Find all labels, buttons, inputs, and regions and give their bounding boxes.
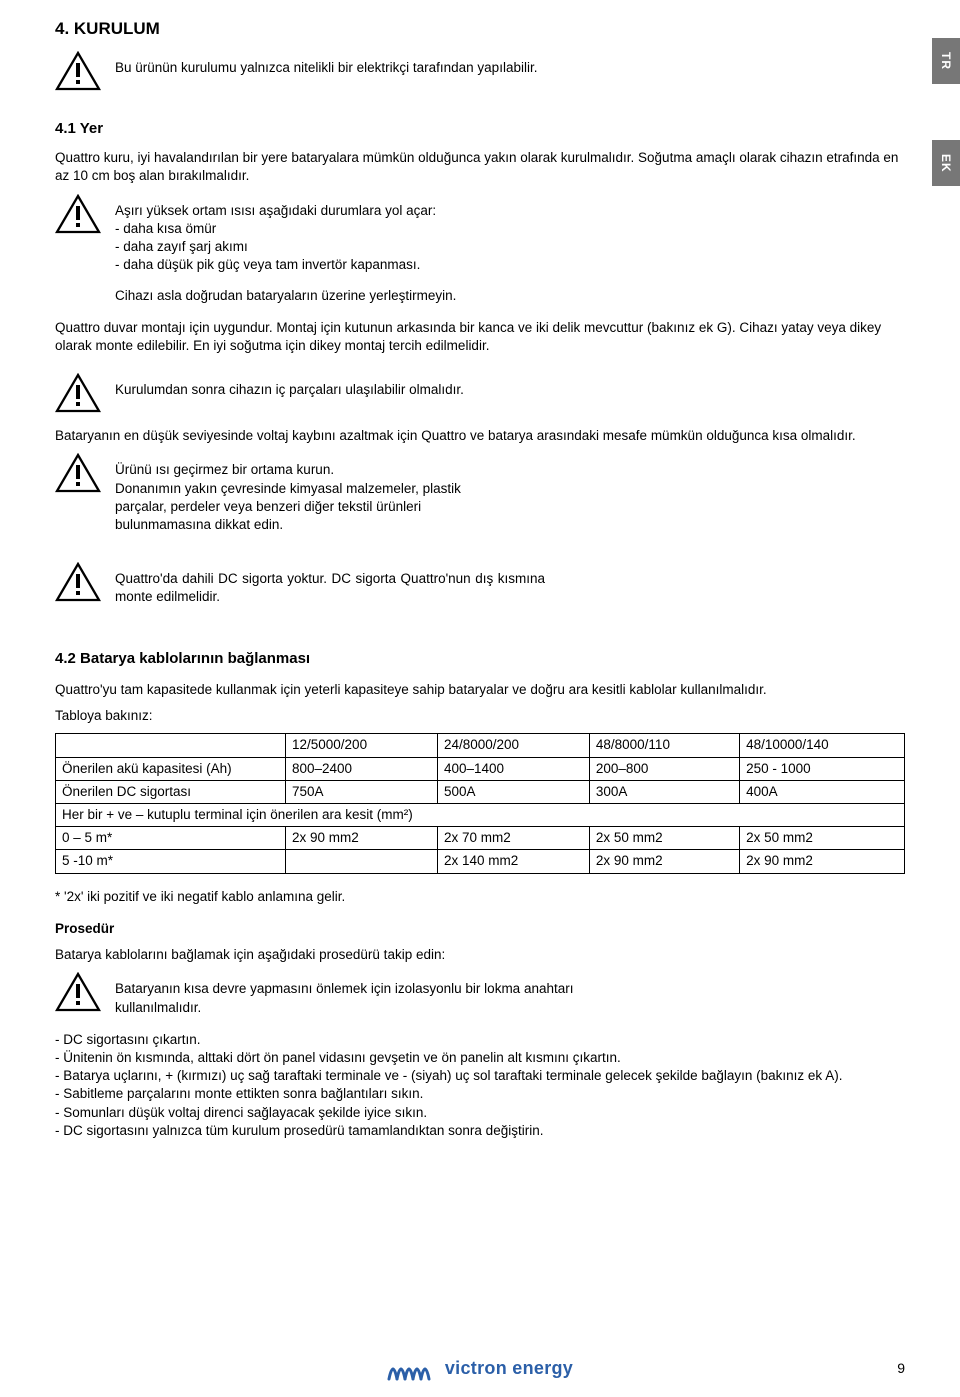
cell-span-label: Her bir + ve – kutuplu terminal için öne… — [56, 804, 905, 827]
install-warning-text: Bu ürünün kurulumu yalnızca nitelikli bi… — [115, 51, 905, 77]
access-warning-text: Kurulumdan sonra cihazın iç parçaları ul… — [115, 373, 905, 399]
side-tab-ek: EK — [932, 140, 960, 186]
warning-icon — [55, 562, 101, 602]
env-warning-block: Ürünü ısı geçirmez bir ortama kurun. Don… — [115, 453, 515, 534]
table-row: Önerilen akü kapasitesi (Ah) 800–2400 40… — [56, 757, 905, 780]
p-4-1-intro: Quattro kuru, iyi havalandırılan bir yer… — [55, 149, 905, 185]
step: - DC sigortasını çıkartın. — [55, 1031, 905, 1049]
procedure-intro: Batarya kablolarını bağlamak için aşağıd… — [55, 946, 905, 964]
warning-icon — [55, 972, 101, 1012]
brand-name: victron energy — [445, 1356, 573, 1380]
logo-icon — [387, 1353, 435, 1383]
step: - Sabitleme parçalarını monte ettikten s… — [55, 1085, 905, 1103]
step: - Somunları düşük voltaj direnci sağlaya… — [55, 1104, 905, 1122]
p-wall-mount: Quattro duvar montajı için uygundur. Mon… — [55, 319, 905, 355]
side-tab-tr: TR — [932, 38, 960, 84]
warning-icon — [55, 453, 101, 493]
heat-l3: - daha düşük pik güç veya tam invertör k… — [115, 256, 905, 274]
cell: 200–800 — [589, 757, 739, 780]
env-l2: Donanımın yakın çevresinde kimyasal malz… — [115, 480, 515, 535]
procedure-steps: - DC sigortasını çıkartın. - Ünitenin ön… — [55, 1031, 905, 1140]
cell: 2x 90 mm2 — [589, 850, 739, 873]
warning-icon — [55, 51, 101, 91]
cell: 2x 90 mm2 — [286, 827, 438, 850]
cell: 0 – 5 m* — [56, 827, 286, 850]
p-distance: Bataryanın en düşük seviyesinde voltaj k… — [55, 427, 905, 445]
cell: 800–2400 — [286, 757, 438, 780]
cell: 2x 70 mm2 — [437, 827, 589, 850]
th-c3: 48/8000/110 — [589, 734, 739, 757]
cell: 750A — [286, 780, 438, 803]
cell: 2x 90 mm2 — [740, 850, 905, 873]
page-footer: victron energy 9 — [55, 1353, 905, 1383]
th-c4: 48/10000/140 — [740, 734, 905, 757]
cell: 2x 50 mm2 — [740, 827, 905, 850]
heat-l2: - daha zayıf şarj akımı — [115, 238, 905, 256]
cell: 300A — [589, 780, 739, 803]
heat-note: Cihazı asla doğrudan bataryaların üzerin… — [115, 287, 905, 305]
subsection-4-2: 4.2 Batarya kablolarının bağlanması — [55, 649, 905, 669]
th-c1: 12/5000/200 — [286, 734, 438, 757]
table-row: 5 -10 m* 2x 140 mm2 2x 90 mm2 2x 90 mm2 — [56, 850, 905, 873]
procedure-heading: Prosedür — [55, 920, 905, 938]
p-table-ref: Tabloya bakınız: — [55, 707, 905, 725]
warning-icon — [55, 194, 101, 234]
cell: 400A — [740, 780, 905, 803]
table-row-span: Her bir + ve – kutuplu terminal için öne… — [56, 804, 905, 827]
subsection-4-1: 4.1 Yer — [55, 119, 905, 139]
table-header-row: 12/5000/200 24/8000/200 48/8000/110 48/1… — [56, 734, 905, 757]
cell: 2x 140 mm2 — [437, 850, 589, 873]
brand-logo: victron energy — [387, 1353, 573, 1383]
cell: 400–1400 — [437, 757, 589, 780]
step: - Batarya uçlarını, + (kırmızı) uç sağ t… — [55, 1067, 905, 1085]
note-2x: * '2x' iki pozitif ve iki negatif kablo … — [55, 888, 905, 906]
cell — [286, 850, 438, 873]
spec-table: 12/5000/200 24/8000/200 48/8000/110 48/1… — [55, 733, 905, 873]
th-blank — [56, 734, 286, 757]
table-row: Önerilen DC sigortası 750A 500A 300A 400… — [56, 780, 905, 803]
short-circuit-warning: Bataryanın kısa devre yapmasını önlemek … — [115, 972, 595, 1016]
heat-warning-block: Aşırı yüksek ortam ısısı aşağıdaki durum… — [115, 194, 905, 305]
th-c2: 24/8000/200 — [437, 734, 589, 757]
cell: Önerilen akü kapasitesi (Ah) — [56, 757, 286, 780]
fuse-warning-text: Quattro'da dahili DC sigorta yoktur. DC … — [115, 562, 545, 606]
page-number: 9 — [897, 1359, 905, 1378]
cell: 250 - 1000 — [740, 757, 905, 780]
step: - DC sigortasını yalnızca tüm kurulum pr… — [55, 1122, 905, 1140]
cell: 2x 50 mm2 — [589, 827, 739, 850]
cell: 5 -10 m* — [56, 850, 286, 873]
cell: 500A — [437, 780, 589, 803]
heat-l1: - daha kısa ömür — [115, 220, 905, 238]
section-title: 4. KURULUM — [55, 18, 905, 41]
heat-intro: Aşırı yüksek ortam ısısı aşağıdaki durum… — [115, 202, 905, 220]
warning-icon — [55, 373, 101, 413]
p-4-2-intro: Quattro'yu tam kapasitede kullanmak için… — [55, 681, 905, 699]
table-row: 0 – 5 m* 2x 90 mm2 2x 70 mm2 2x 50 mm2 2… — [56, 827, 905, 850]
step: - Ünitenin ön kısmında, alttaki dört ön … — [55, 1049, 905, 1067]
env-l1: Ürünü ısı geçirmez bir ortama kurun. — [115, 461, 515, 479]
cell: Önerilen DC sigortası — [56, 780, 286, 803]
